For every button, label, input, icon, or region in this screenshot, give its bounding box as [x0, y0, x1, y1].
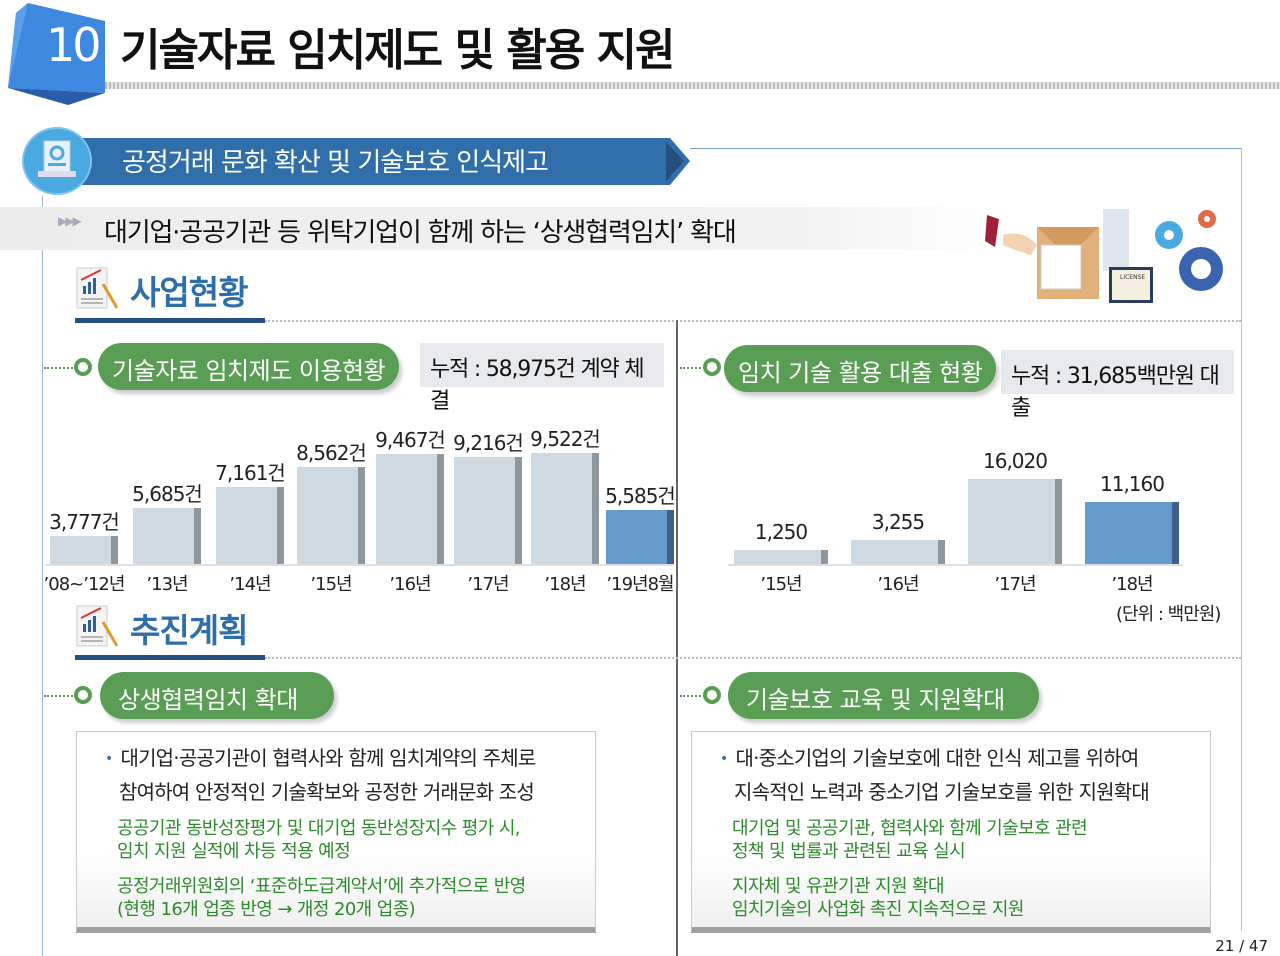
- bullet-ring-icon: [74, 686, 92, 704]
- chart1-value-label: 9,467건: [375, 427, 446, 452]
- chart1-bar: [606, 509, 674, 564]
- chart2-value-label: 1,250: [754, 520, 808, 544]
- chart1-value-label: 7,161건: [215, 461, 286, 486]
- chart1-summary: 누적 : 58,975건 계약 체결: [420, 343, 664, 414]
- chart1-title-pill: 기술자료 임치제도 이용현황: [98, 343, 400, 390]
- chart1-bar: [531, 453, 599, 564]
- bullet-dot-icon: •: [105, 751, 113, 767]
- chart1-x-label: ’17년: [467, 574, 509, 595]
- plan2-title-pill: 기술보호 교육 및 지원확대: [728, 672, 1039, 719]
- page-indicator: 21 / 47: [1215, 937, 1268, 955]
- connector-dots: [680, 367, 705, 369]
- chart2-x-label: ’18년: [1111, 574, 1153, 595]
- plan1-detail: 공정거래위원회의 ‘표준하도급계약서’에 추가적으로 반영 (현행 16개 업종 …: [117, 876, 526, 920]
- chart2-summary: 누적 : 31,685백만원 대출: [1001, 350, 1234, 421]
- status-section-divider: [265, 320, 1241, 322]
- plan2-box: • 대·중소기업의 기술보호에 대한 인식 제고를 위하여 지속적인 노력과 중소기…: [691, 731, 1211, 933]
- chart2-bar: [851, 540, 945, 564]
- chart2-baseline: [728, 564, 1183, 566]
- banner-title: 공정거래 문화 확산 및 기술보호 인식제고: [122, 148, 549, 178]
- plan-section-underline: [75, 655, 265, 660]
- bullet-ring-icon: [703, 358, 721, 376]
- title-divider: [105, 82, 1280, 89]
- chart2-bar: [968, 479, 1062, 564]
- chart1-value-label: 9,216건: [453, 431, 524, 456]
- chart1-x-label: ’19년8월: [606, 574, 674, 595]
- chart1-value-label: 5,685건: [132, 482, 203, 507]
- license-gears-illustration: LICENSE: [985, 209, 1223, 303]
- chart1-baseline: [45, 564, 673, 566]
- chart2-x-label: ’17년: [994, 574, 1036, 595]
- bullet-ring-icon: [703, 686, 721, 704]
- chart1-value-label: 9,522건: [530, 427, 601, 451]
- chart1-bar: [297, 466, 365, 564]
- license-label: LICENSE: [1120, 274, 1145, 281]
- chart1-value-label: 3,777건: [49, 510, 120, 535]
- section-number: 10: [46, 18, 102, 72]
- plan2-detail: 지자체 및 유관기관 지원 확대 임치기술의 사업화 촉진 지속적으로 지원: [732, 876, 1024, 920]
- plan1-detail: 공공기관 동반성장평가 및 대기업 동반성장지수 평가 시, 임치 지원 실적에 …: [117, 818, 521, 862]
- status-section-underline: [75, 318, 265, 323]
- plan-section-divider: [265, 657, 1241, 659]
- chart2-x-label: ’16년: [877, 574, 919, 595]
- chart2-unit: (단위 : 백만원): [1116, 604, 1221, 625]
- connector-dots: [680, 695, 705, 697]
- chart1-x-label: ’16년: [389, 574, 431, 595]
- chart1-x-label: ’15년: [310, 574, 352, 595]
- chart1-bar: [50, 536, 118, 564]
- chart2-value-label: 11,160: [1100, 472, 1165, 497]
- chart1-x-label: ’08~’12년: [43, 574, 126, 595]
- plan-section-title: 추진계획: [130, 611, 248, 650]
- section-number-cube: [8, 3, 105, 105]
- chart1-bar: [376, 453, 444, 564]
- triple-arrow-icon: ▶▶▶: [58, 214, 82, 228]
- chart2-x-label: ’15년: [760, 574, 802, 595]
- report-chart-icon: [76, 605, 119, 647]
- plan1-main: • 대기업·공공기관이 협력사와 함께 임치계약의 주체로 참여하여 안정적인 기술…: [105, 746, 536, 804]
- plan2-detail: 대기업 및 공공기관, 협력사와 함께 기술보호 관련 정책 및 법률과 관련된 …: [732, 818, 1088, 862]
- chart1-value-label: 5,585건: [605, 483, 676, 508]
- document-chart-icon: [22, 127, 92, 195]
- plan1-box: • 대기업·공공기관이 협력사와 함께 임치계약의 주체로 참여하여 안정적인 기술…: [76, 731, 596, 933]
- bullet-dot-icon: •: [720, 751, 728, 767]
- connector-dots: [44, 367, 76, 369]
- chart2-bar: [1085, 502, 1179, 564]
- frame-top-line: [690, 148, 1242, 149]
- chart1-bar: [216, 487, 284, 564]
- column-divider: [676, 320, 678, 956]
- frame-left-line: [42, 195, 43, 956]
- bullet-ring-icon: [74, 358, 92, 376]
- connector-dots: [44, 695, 76, 697]
- page-title: 기술자료 임치제도 및 활용 지원: [120, 25, 676, 76]
- chart1-x-label: ’18년: [544, 574, 586, 595]
- report-chart-icon: [76, 267, 119, 309]
- chart2-bar: [734, 550, 828, 564]
- chart1-value-label: 8,562건: [296, 440, 367, 465]
- frame-right-line: [1241, 148, 1242, 930]
- chart2-title-pill: 임치 기술 활용 대출 현황: [724, 345, 997, 392]
- chart2-value-label: 16,020: [983, 449, 1048, 474]
- status-section-title: 사업현황: [130, 273, 248, 312]
- chart2-value-label: 3,255: [871, 510, 925, 535]
- chart1-bar: [133, 508, 201, 564]
- chart1-x-label: ’14년: [229, 574, 271, 595]
- subtitle-band: [0, 207, 1000, 250]
- chart1-bar: [454, 457, 522, 564]
- plan2-main: • 대·중소기업의 기술보호에 대한 인식 제고를 위하여 지속적인 노력과 중소기…: [720, 746, 1150, 804]
- subtitle-text: 대기업·공공기관 등 위탁기업이 함께 하는 ‘상생협력임치’ 확대: [104, 218, 737, 248]
- chart1-x-label: ’13년: [146, 574, 188, 595]
- plan1-title-pill: 상생협력임치 확대: [100, 672, 334, 719]
- banner-ribbon: [60, 138, 690, 185]
